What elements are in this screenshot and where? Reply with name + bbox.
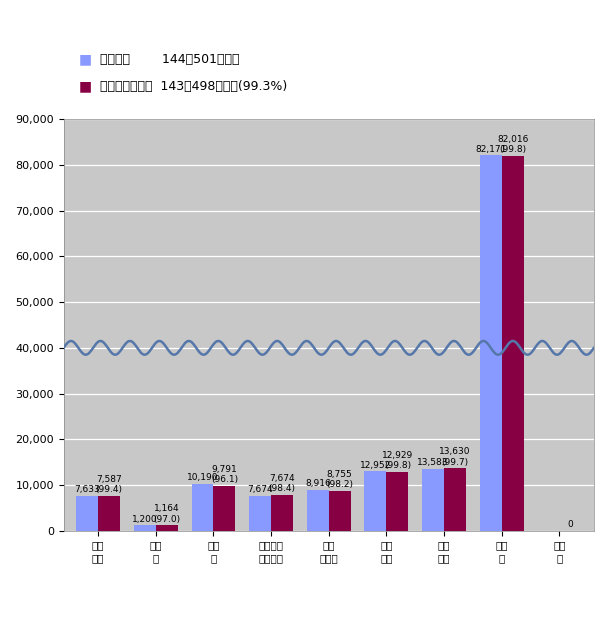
- Text: 1,164
(97.0): 1,164 (97.0): [153, 504, 181, 524]
- Text: 82,171: 82,171: [475, 144, 507, 153]
- Text: トラック輸送量  143，498千トン(99.3%): トラック輸送量 143，498千トン(99.3%): [100, 80, 287, 93]
- Text: 7,674: 7,674: [247, 485, 273, 494]
- Bar: [444, 468, 466, 531]
- Text: 8,916: 8,916: [305, 479, 331, 489]
- Bar: [76, 495, 98, 531]
- Text: 7,633: 7,633: [75, 485, 100, 494]
- Bar: [249, 495, 271, 531]
- Bar: [156, 526, 178, 531]
- Bar: [364, 472, 387, 531]
- Text: 総貨物量        144，501千トン: 総貨物量 144，501千トン: [100, 53, 239, 66]
- Bar: [422, 468, 444, 531]
- Text: 7,587
(99.4): 7,587 (99.4): [96, 475, 122, 494]
- Text: 13,630
(99.7): 13,630 (99.7): [439, 447, 471, 467]
- Text: 82,016
(99.8): 82,016 (99.8): [497, 135, 528, 154]
- Bar: [271, 495, 293, 531]
- Bar: [387, 472, 408, 531]
- Bar: [191, 484, 213, 531]
- Text: 9,791
(96.1): 9,791 (96.1): [211, 465, 238, 484]
- Text: 10,190: 10,190: [187, 474, 218, 482]
- Text: 1,200: 1,200: [132, 514, 158, 524]
- Bar: [502, 156, 524, 531]
- Bar: [480, 155, 502, 531]
- Text: 12,952: 12,952: [360, 461, 391, 470]
- Bar: [307, 490, 328, 531]
- Text: 12,929
(99.8): 12,929 (99.8): [382, 450, 413, 470]
- Bar: [213, 486, 235, 531]
- Bar: [98, 496, 120, 531]
- Text: 0: 0: [567, 520, 573, 529]
- Bar: [328, 490, 351, 531]
- Text: 13,583: 13,583: [418, 458, 449, 467]
- Text: ■: ■: [78, 80, 92, 94]
- Text: 8,755
(98.2): 8,755 (98.2): [326, 470, 353, 489]
- Text: 7,674
(98.4): 7,674 (98.4): [268, 474, 296, 494]
- Text: ■: ■: [78, 53, 92, 67]
- Bar: [134, 525, 156, 531]
